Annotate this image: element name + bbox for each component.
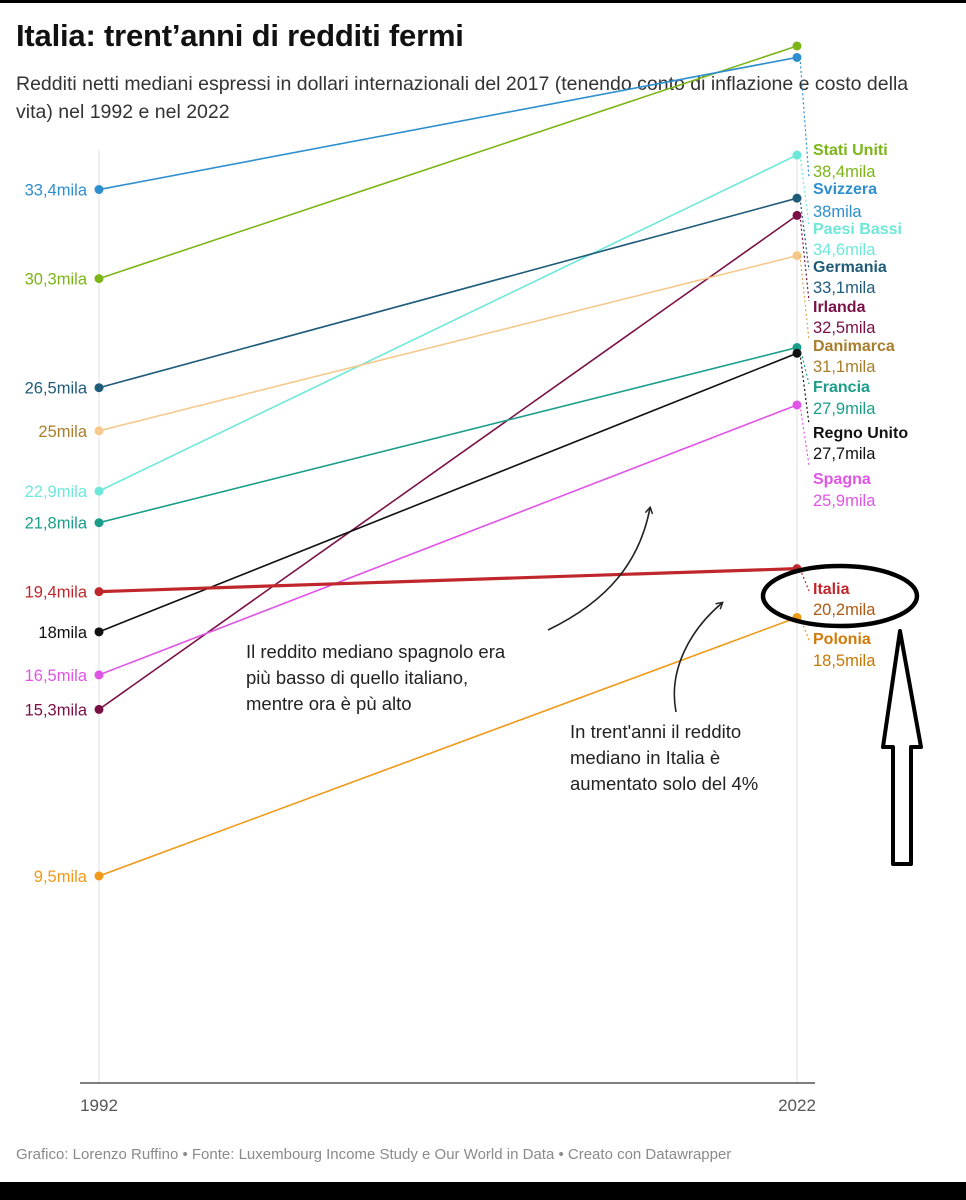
value-label-1992-italia: 19,4mila [25,584,88,602]
value-label-2022-spagna: 25,9mila [813,492,876,510]
series-line-italia [98,567,798,594]
value-label-2022-paesi-bassi: 34,6mila [813,241,876,259]
value-label-1992-regno-unito: 18mila [38,624,87,642]
top-border [0,0,966,3]
point-1992-danimarca [94,426,104,436]
series-name-irlanda: Irlanda [813,299,866,316]
value-label-2022-danimarca: 31,1mila [813,358,876,376]
point-1992-paesi-bassi [94,486,104,496]
series-name-italia: Italia [813,581,850,598]
series-name-danimarca: Danimarca [813,338,895,355]
value-label-2022-regno-unito: 27,7mila [813,445,876,463]
x-tick-label-2022: 2022 [778,1096,816,1115]
value-label-1992-irlanda: 15,3mila [25,701,88,719]
chart-footer: Grafico: Lorenzo Ruffino • Fonte: Luxemb… [16,1146,732,1163]
point-2022-germania [792,193,802,203]
leader-line-danimarca [799,255,810,341]
annotation-spagna-line-2: più basso di quello italiano, [246,667,468,688]
series-line-irlanda [98,214,798,711]
value-label-1992-paesi-bassi: 22,9mila [25,483,88,501]
leader-line-svizzera [799,57,810,179]
value-label-2022-francia: 27,9mila [813,400,876,418]
value-label-1992-germania: 26,5mila [25,380,88,398]
series-name-germania: Germania [813,259,887,276]
annotation-spagna-line-3: mentre ora è pù alto [246,693,412,714]
leader-line-spagna [799,404,810,466]
value-label-1992-spagna: 16,5mila [25,667,88,685]
point-1992-regno-unito [94,627,104,637]
leader-line-germania [799,198,810,271]
x-tick-label-1992: 1992 [80,1096,118,1115]
point-2022-regno-unito [792,348,802,358]
point-2022-svizzera [792,52,802,62]
series-line-regno-unito [98,352,798,633]
value-label-2022-italia: 20,2mila [813,601,876,619]
bottom-border [0,1182,966,1200]
point-1992-italia [94,587,104,597]
point-1992-svizzera [94,185,104,195]
leader-line-irlanda [799,215,810,302]
leader-line-francia [799,347,810,385]
series-name-spagna: Spagna [813,471,871,488]
annotation-italia-line-1: In trent'anni il reddito [570,721,741,742]
value-label-2022-germania: 33,1mila [813,279,876,297]
highlight-ellipse [760,563,920,629]
value-label-2022-stati-uniti: 38,4mila [813,163,876,181]
point-1992-germania [94,383,104,393]
point-1992-stati-uniti [94,274,104,284]
point-2022-danimarca [792,251,802,261]
series-line-francia [98,346,798,524]
value-label-1992-svizzera: 33,4mila [25,182,88,200]
value-label-1992-danimarca: 25mila [38,423,87,441]
point-2022-spagna [792,400,802,410]
annotation-arrow-italia [673,601,724,713]
point-1992-spagna [94,670,104,680]
annotation-arrow-spagna [547,505,654,631]
highlight-up-arrow [881,629,923,866]
series-line-germania [98,197,798,389]
chart-title: Italia: trent’anni di redditi fermi [16,18,464,53]
series-name-svizzera: Svizzera [813,181,877,198]
series-name-stati-uniti: Stati Uniti [813,142,888,159]
annotation-spagna-line-1: Il reddito mediano spagnolo era [246,641,506,662]
point-2022-paesi-bassi [792,150,802,160]
point-1992-francia [94,518,104,528]
value-label-1992-francia: 21,8mila [25,515,88,533]
point-2022-irlanda [792,210,802,220]
value-label-2022-svizzera: 38mila [813,203,862,221]
series-line-stati-uniti [98,45,798,280]
value-label-1992-polonia: 9,5mila [34,868,88,886]
series-name-francia: Francia [813,379,870,396]
series-name-polonia: Polonia [813,631,871,648]
leader-line-regno-unito [799,353,810,425]
series-line-svizzera [98,56,798,191]
value-label-2022-polonia: 18,5mila [813,652,876,670]
annotation-italia-line-3: aumentato solo del 4% [570,773,758,794]
series-line-danimarca [98,254,798,432]
point-1992-irlanda [94,704,104,714]
point-2022-stati-uniti [792,41,802,51]
series-name-regno-unito: Regno Unito [813,425,908,442]
leader-line-paesi-bassi [799,155,810,226]
annotation-italia-line-2: mediano in Italia è [570,747,720,768]
series-line-paesi-bassi [98,154,798,492]
value-label-1992-stati-uniti: 30,3mila [25,271,88,289]
series-line-spagna [98,404,798,676]
value-label-2022-irlanda: 32,5mila [813,319,876,337]
point-1992-polonia [94,871,104,881]
series-name-paesi-bassi: Paesi Bassi [813,221,902,238]
